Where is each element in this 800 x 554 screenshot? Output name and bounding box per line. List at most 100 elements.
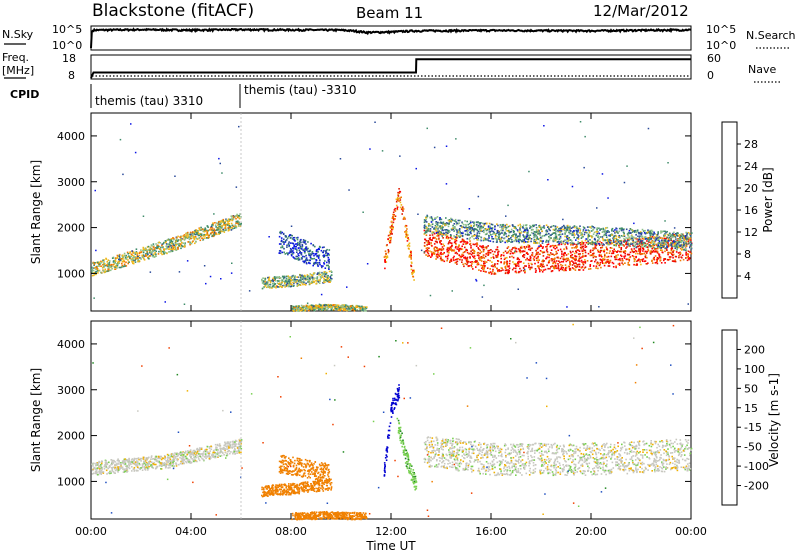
power-point [132,257,134,259]
power-point [615,240,617,242]
power-point [663,234,665,236]
power-point [240,222,242,225]
power-point [180,238,183,241]
power-point [649,232,651,235]
power-point [282,280,285,283]
power-point [363,308,366,311]
power-point [625,242,627,244]
power-point [539,270,541,273]
power-point [425,240,428,242]
power-point [485,253,487,255]
power-point [321,246,324,249]
power-point [152,243,155,245]
power-point [264,279,266,281]
power-point [166,239,168,241]
power-point [446,258,449,260]
power-point [470,250,472,253]
power-point [564,268,566,270]
power-point [483,268,485,270]
power-point [424,224,426,226]
power-point [541,265,544,268]
power-point [295,248,297,250]
power-point [531,263,533,266]
power-point [311,277,314,279]
power-point [644,236,646,238]
power-point [347,305,349,308]
power-point [431,223,434,225]
power-point [297,276,299,278]
power-point [264,283,267,285]
power-point [476,242,478,245]
power-point [650,245,653,247]
power-point [515,250,518,253]
power-point [605,239,608,242]
power-point [311,258,314,260]
power-point [575,250,577,253]
power-point [312,252,315,255]
power-point [505,227,507,229]
power-point [459,225,462,227]
power-point [660,243,662,246]
power-point [296,244,299,246]
power-point [584,262,587,264]
power-point [465,223,467,226]
power-point [571,240,573,242]
power-point [288,278,290,281]
power-point [170,238,173,240]
power-point [267,286,269,288]
power-point [685,257,687,259]
power-point [652,244,654,247]
power-point [190,235,193,237]
power-point [287,283,289,285]
power-point [451,244,453,247]
power-point [638,231,640,234]
power-point [387,249,390,251]
power-point [262,281,265,283]
power-point [410,252,412,255]
power-point [455,221,457,223]
power-point [543,269,545,271]
power-point [433,246,436,249]
power-point [614,250,616,252]
power-point [331,307,333,309]
power-point [669,251,671,254]
power-point [612,237,614,240]
power-point [625,243,627,246]
power-point [313,278,315,280]
power-point [391,228,393,231]
power-point [568,268,571,270]
power-point [322,255,324,257]
power-point [324,279,327,281]
power-point [405,230,408,233]
power-point [534,231,537,233]
power-point [310,277,312,279]
power-point [561,251,563,253]
power-point [663,245,665,247]
power-point [522,250,524,252]
power-point [658,240,661,242]
power-point [582,230,584,233]
power-point [320,304,322,307]
power-point [514,247,517,250]
power-point [644,245,647,248]
power-point [680,241,683,244]
power-point [312,273,314,276]
power-point [267,276,269,279]
power-point [498,237,501,240]
power-point [473,256,475,259]
power-point [523,241,525,244]
power-point [502,234,505,236]
power-point [441,233,443,236]
cpid-label: CPID [10,88,39,101]
power-point [210,226,212,229]
power-point [600,247,602,249]
power-point [522,255,524,258]
power-point [217,228,219,230]
power-point [539,237,541,240]
power-point [535,231,538,234]
power-point [423,221,426,224]
power-point [667,234,670,237]
power-point [608,260,611,263]
power-point [483,262,485,265]
power-point [183,234,186,236]
